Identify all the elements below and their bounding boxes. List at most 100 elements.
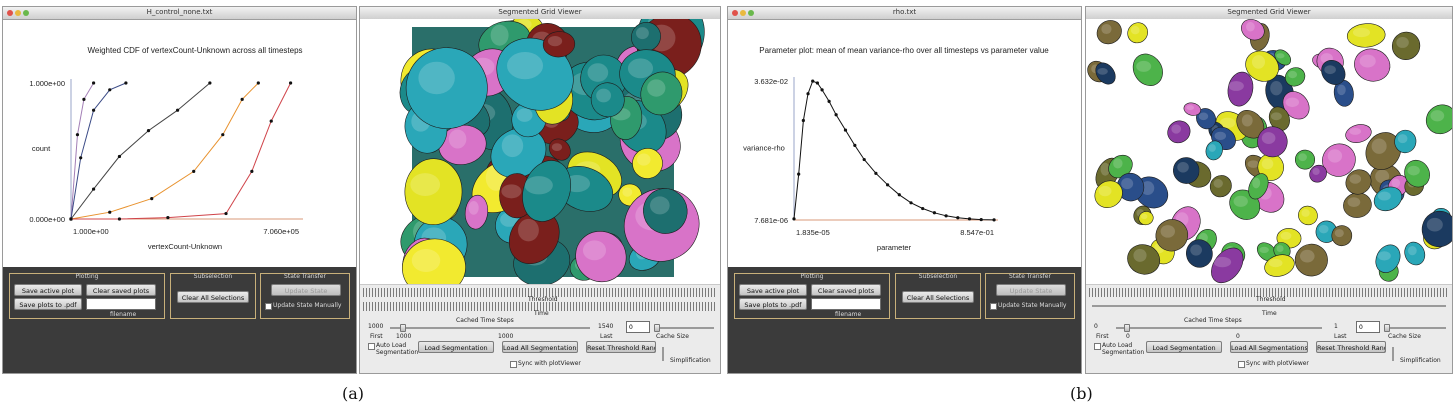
segment-highlight xyxy=(587,63,609,82)
segment-highlight xyxy=(1396,36,1409,48)
save-active-plot-button[interactable]: Save active plot xyxy=(739,284,807,296)
minimize-icon[interactable] xyxy=(740,10,746,16)
first-slider[interactable] xyxy=(1116,324,1322,332)
time-slider[interactable] xyxy=(1092,305,1446,307)
viewer-controls: Threshold Time Cached Time Steps 0 1 0 F… xyxy=(1086,284,1452,373)
y-min-tick-label: 0.000e+00 xyxy=(29,215,65,224)
auto-load-checkbox[interactable] xyxy=(1094,343,1101,350)
segment-region xyxy=(1284,67,1306,87)
control-panel: Plotting Save active plot Clear saved pl… xyxy=(3,267,356,373)
cached-time-steps-label: Cached Time Steps xyxy=(456,317,514,324)
data-point xyxy=(792,217,796,221)
segment-region xyxy=(1391,31,1421,60)
sync-label: Sync with plotViewer xyxy=(518,360,581,367)
data-point xyxy=(932,211,936,215)
segment-highlight xyxy=(1113,158,1123,169)
segment-region xyxy=(1294,149,1316,170)
save-active-plot-button[interactable]: Save active plot xyxy=(14,284,82,296)
slider-knob[interactable] xyxy=(1384,324,1390,332)
clear-all-selections-button[interactable]: Clear All Selections xyxy=(177,291,249,303)
time-slider[interactable] xyxy=(363,302,717,311)
segment-region xyxy=(1345,124,1372,143)
segment-highlight xyxy=(1098,185,1112,197)
segment-highlight xyxy=(448,129,467,149)
segment-highlight xyxy=(1171,124,1182,134)
segment-region xyxy=(548,138,571,161)
data-point xyxy=(82,97,86,101)
simplification-slider[interactable] xyxy=(662,347,664,361)
sync-checkbox[interactable] xyxy=(1238,361,1245,368)
group-title: Subselection xyxy=(918,273,958,280)
simplification-slider[interactable] xyxy=(1392,347,1394,361)
first-slider[interactable] xyxy=(390,324,590,332)
segment-highlight xyxy=(1301,209,1310,217)
save-plots-pdf-button[interactable]: Save plots to .pdf xyxy=(14,298,82,310)
segment-highlight xyxy=(596,88,612,103)
load-all-segmentations-button[interactable]: Load All Segmentations xyxy=(502,341,578,353)
control-panel: Plotting Save active plot Clear saved pl… xyxy=(728,267,1081,373)
cache-size-input[interactable]: 0 xyxy=(1356,321,1380,333)
segment-region xyxy=(1138,211,1154,226)
filename-label: filename xyxy=(110,311,137,318)
data-point xyxy=(921,206,925,211)
clear-saved-plots-button[interactable]: Clear saved plots xyxy=(86,284,156,296)
update-manually-label: Update State Manually xyxy=(273,302,342,309)
segment-highlight xyxy=(1397,134,1408,144)
segment-highlight xyxy=(551,143,563,152)
load-segmentation-button[interactable]: Load Segmentation xyxy=(418,341,494,353)
reset-threshold-range-button[interactable]: Reset Threshold Range xyxy=(586,341,656,353)
segment-highlight xyxy=(490,24,509,46)
filename-input[interactable] xyxy=(86,298,156,310)
data-point xyxy=(175,108,180,112)
threshold-slider[interactable] xyxy=(1089,288,1449,297)
data-point xyxy=(909,201,913,205)
sync-checkbox[interactable] xyxy=(510,361,517,368)
slider-knob[interactable] xyxy=(1124,324,1130,332)
slider-knob[interactable] xyxy=(654,324,660,332)
update-state-button[interactable]: Update State xyxy=(271,284,341,296)
auto-load-checkbox[interactable] xyxy=(368,343,375,350)
cache-size-input[interactable]: 0 xyxy=(626,321,650,333)
segment-highlight xyxy=(1140,213,1148,220)
save-plots-pdf-button[interactable]: Save plots to .pdf xyxy=(739,298,807,310)
filename-input[interactable] xyxy=(811,298,881,310)
cache-size-slider[interactable] xyxy=(1384,324,1446,332)
segment-highlight xyxy=(1259,246,1269,254)
minimize-icon[interactable] xyxy=(15,10,21,16)
close-icon[interactable] xyxy=(7,10,13,16)
segment-highlight xyxy=(1233,195,1248,207)
reset-threshold-range-button[interactable]: Reset Threshold Range xyxy=(1316,341,1386,353)
threshold-slider[interactable] xyxy=(363,288,717,297)
zoom-icon[interactable] xyxy=(23,10,29,16)
data-point xyxy=(124,81,128,85)
segment-region xyxy=(1331,225,1353,247)
segmentation-view[interactable] xyxy=(1086,19,1452,286)
segment-highlight xyxy=(1130,26,1140,35)
slider-knob[interactable] xyxy=(400,324,406,332)
close-icon[interactable] xyxy=(732,10,738,16)
segment-region xyxy=(1354,48,1391,82)
cache-right-value: 1540 xyxy=(598,323,614,330)
segment-region xyxy=(404,158,463,226)
clear-saved-plots-button[interactable]: Clear saved plots xyxy=(811,284,881,296)
segment-highlight xyxy=(637,153,651,166)
segment-region xyxy=(1211,247,1244,284)
segment-highlight xyxy=(1100,162,1110,176)
data-point xyxy=(853,143,857,147)
load-all-segmentations-button[interactable]: Load All Segmentations xyxy=(1230,341,1308,353)
update-state-button[interactable]: Update State xyxy=(996,284,1066,296)
segment-region xyxy=(1365,132,1402,170)
cache-size-slider[interactable] xyxy=(654,324,714,332)
zoom-icon[interactable] xyxy=(748,10,754,16)
segment-region xyxy=(1394,129,1417,154)
cache-size-label: Cache Size xyxy=(656,333,689,340)
update-manually-checkbox[interactable] xyxy=(265,303,272,310)
segmentation-view[interactable] xyxy=(360,19,720,286)
chart-title: Weighted CDF of vertexCount-Unknown acro… xyxy=(87,46,302,55)
segment-highlight xyxy=(627,58,654,79)
segment-highlight xyxy=(1337,84,1346,96)
clear-all-selections-button[interactable]: Clear All Selections xyxy=(902,291,974,303)
segment-highlight xyxy=(1198,112,1209,121)
load-segmentation-button[interactable]: Load Segmentation xyxy=(1146,341,1222,353)
update-manually-checkbox[interactable] xyxy=(990,303,997,310)
